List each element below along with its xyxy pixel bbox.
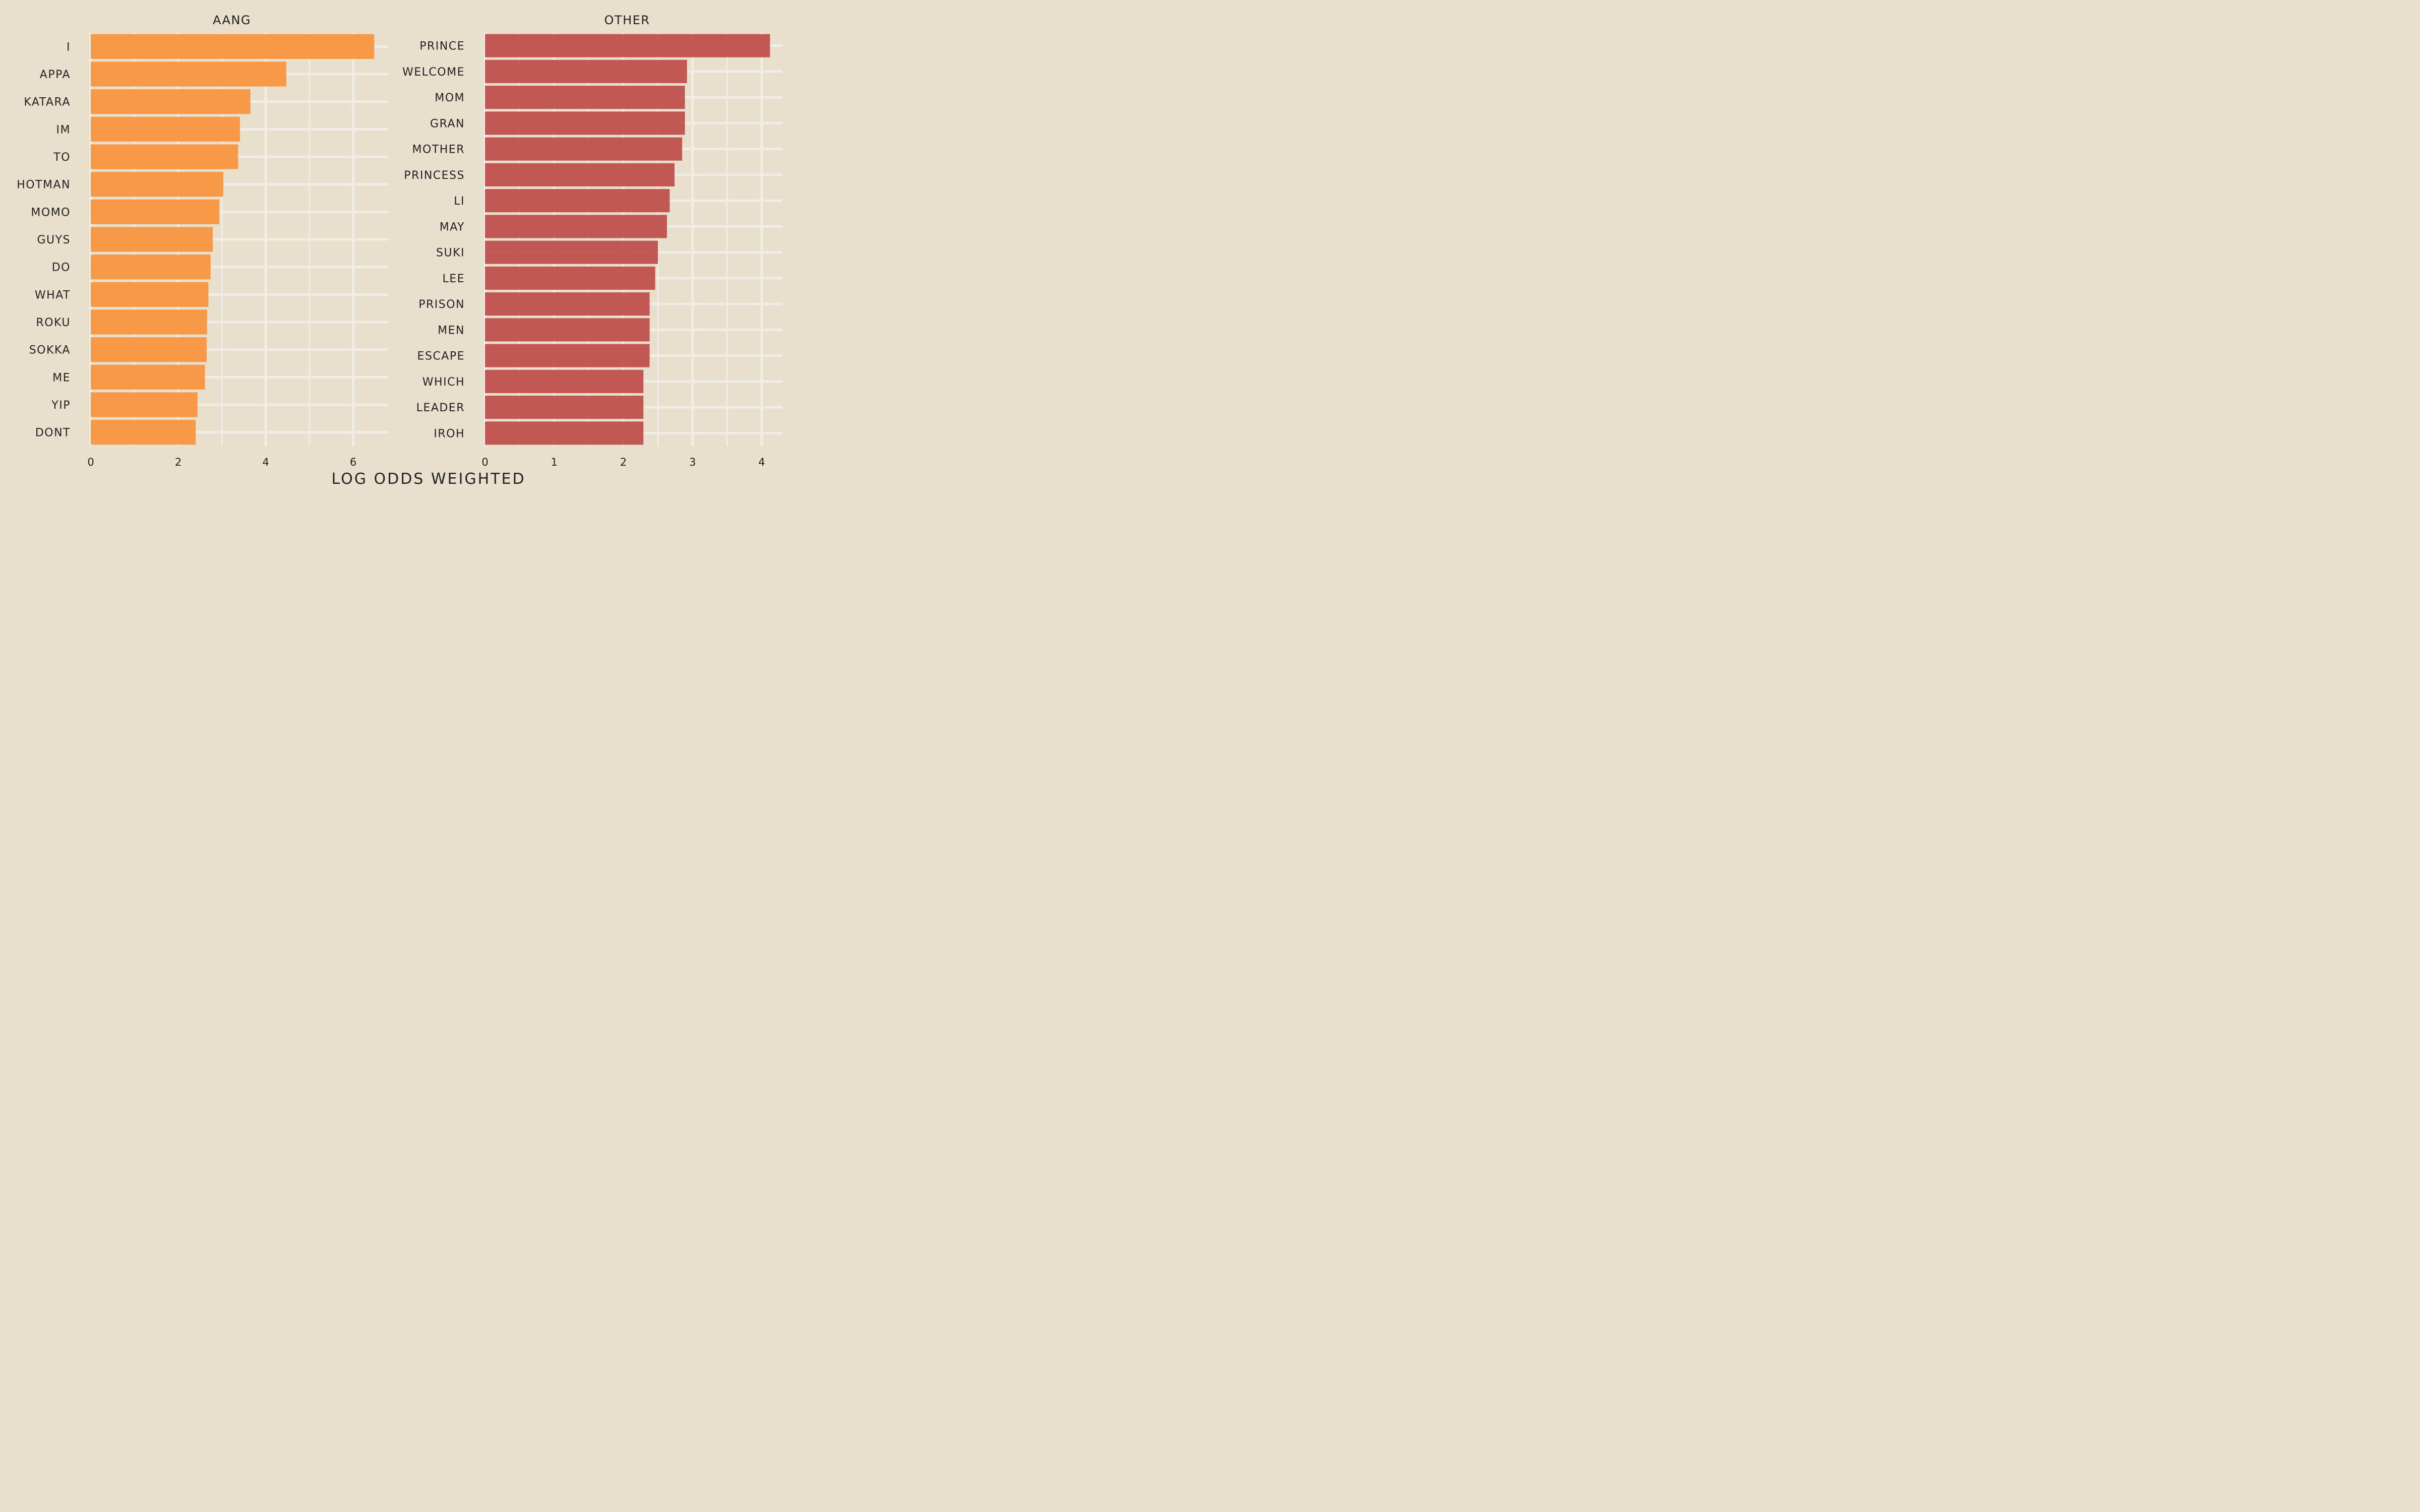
- x-tick-label: 2: [620, 456, 627, 468]
- panel-aang: I APPA KATARA IM TO HOTMAN MOMO GUYS DO WHAT ROKU S…: [17, 13, 388, 468]
- category-label: I: [67, 41, 71, 53]
- bar: [91, 61, 286, 87]
- category-label: WELCOME: [402, 66, 465, 79]
- bar: [91, 144, 238, 169]
- x-axis-title: LOG ODDS WEIGHTED: [331, 470, 525, 488]
- facet-title: OTHER: [604, 13, 650, 27]
- bar: [91, 199, 220, 224]
- bar: [91, 172, 223, 197]
- x-tick-label: 6: [350, 456, 356, 468]
- category-label: LI: [454, 195, 465, 208]
- chart-canvas: I APPA KATARA IM TO HOTMAN MOMO GUYS DO WHAT ROKU S…: [17, 13, 782, 488]
- category-label: WHICH: [422, 376, 465, 389]
- category-label: YIP: [51, 399, 71, 412]
- category-label: APPA: [40, 69, 71, 81]
- bar: [485, 34, 770, 57]
- bar: [485, 111, 685, 135]
- x-tick-label: 4: [758, 456, 765, 468]
- bar: [485, 163, 675, 186]
- bar: [91, 227, 213, 252]
- category-label: PRINCE: [419, 40, 465, 53]
- bar: [91, 34, 375, 59]
- x-tick-label: 0: [87, 456, 94, 468]
- category-label: WHAT: [35, 289, 71, 301]
- category-label: MOTHER: [412, 144, 465, 156]
- category-label: ME: [52, 371, 71, 384]
- category-label: GRAN: [430, 117, 465, 130]
- category-label: SOKKA: [29, 344, 71, 357]
- bar: [91, 89, 251, 114]
- category-label: MEN: [438, 324, 465, 337]
- bar: [91, 309, 207, 335]
- category-label: DONT: [35, 427, 71, 439]
- x-tick-label: 3: [689, 456, 696, 468]
- bar: [485, 59, 687, 83]
- category-label: GUYS: [37, 234, 71, 246]
- x-tick-label: 0: [481, 456, 488, 468]
- bar: [91, 364, 205, 390]
- category-label: ROKU: [36, 317, 71, 329]
- panel-other: PRINCE WELCOME MOM GRAN MOTHER PRINCESS LI MAY S…: [402, 13, 782, 468]
- bar: [91, 420, 196, 445]
- category-label: LEADER: [416, 402, 465, 414]
- bar: [485, 421, 644, 445]
- category-label: LEE: [442, 273, 465, 285]
- x-tick-label: 1: [551, 456, 558, 468]
- bar: [485, 266, 655, 290]
- bar: [485, 396, 644, 419]
- bar: [91, 282, 209, 307]
- bar: [485, 344, 650, 367]
- bar: [485, 318, 650, 342]
- facet-title: AANG: [213, 13, 251, 27]
- bar: [485, 369, 644, 393]
- category-label: TO: [53, 151, 71, 164]
- bar: [485, 189, 670, 213]
- bar: [91, 337, 207, 362]
- bar: [485, 215, 667, 238]
- bar: [485, 137, 683, 161]
- category-label: ESCAPE: [417, 350, 465, 363]
- category-label: MAY: [440, 221, 465, 233]
- category-label: MOM: [435, 92, 465, 104]
- bar: [91, 255, 211, 280]
- bar: [485, 240, 658, 264]
- x-tick-label: 2: [175, 456, 182, 468]
- category-label: SUKI: [436, 247, 465, 260]
- category-label: HOTMAN: [17, 179, 71, 192]
- bar: [91, 116, 240, 142]
- category-label: PRISON: [418, 298, 465, 311]
- category-label: MOMO: [31, 206, 71, 219]
- bar: [485, 86, 685, 109]
- category-label: PRINCESS: [404, 169, 465, 182]
- bar: [91, 392, 198, 417]
- category-label: IM: [56, 123, 71, 136]
- bar: [485, 292, 650, 316]
- category-label: IROH: [434, 427, 465, 440]
- category-label: KATARA: [24, 96, 71, 109]
- category-label: DO: [52, 262, 71, 274]
- x-tick-label: 4: [262, 456, 269, 468]
